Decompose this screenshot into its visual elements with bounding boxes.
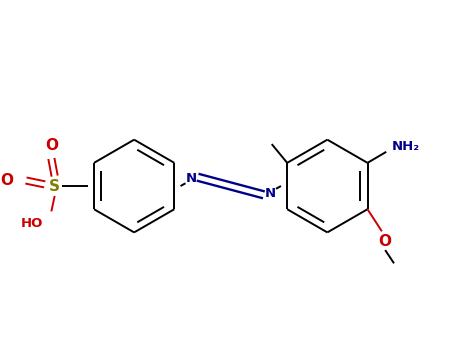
Text: S: S	[49, 178, 60, 194]
Text: O: O	[379, 234, 392, 249]
Text: HO: HO	[20, 217, 43, 230]
Text: O: O	[45, 138, 58, 153]
Text: O: O	[1, 173, 14, 188]
Text: NH₂: NH₂	[392, 140, 420, 153]
Text: N: N	[186, 172, 197, 186]
Text: N: N	[264, 187, 276, 200]
